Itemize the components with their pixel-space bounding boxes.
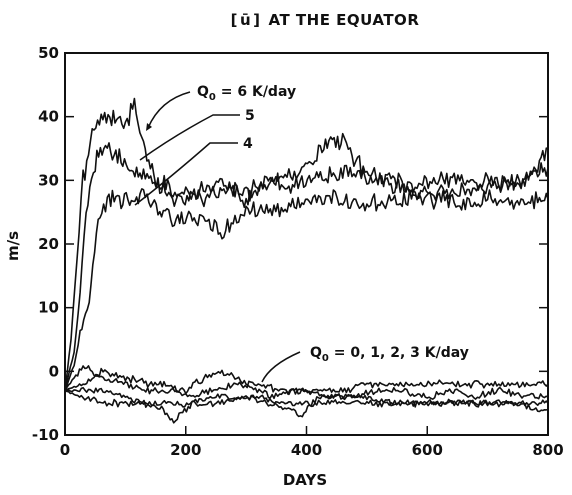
q6-sub: 0 [209,92,216,103]
series-line-q5 [64,142,549,390]
x-axis-title: DAYS [283,471,327,489]
y-tick-label: 30 [38,171,59,189]
series-line-q6 [64,97,549,390]
qlow-label: Q [310,345,322,361]
y-tick-label: 20 [38,235,59,253]
q6-text: = 6 K/day [216,84,296,100]
series-line-q3 [64,365,549,400]
title-bar-u: ū [240,11,251,29]
series-line-q2 [64,367,549,400]
plot-frame [64,52,549,436]
annotation-q6: Q0 = 6 K/day [197,84,296,103]
annotations: Q0 = 6 K/day 5 4 Q0 = 0, 1, 2, 3 K/day [134,84,469,383]
arrowhead-q6 [146,123,152,131]
y-tick-label: -10 [32,426,59,444]
leader-q6 [147,91,191,129]
y-tick-label: 40 [38,108,59,126]
x-tick-label: 200 [170,441,201,459]
x-tick-label: 600 [412,441,443,459]
y-tick-label: 10 [38,299,59,317]
y-axis-title: m/s [4,231,22,261]
y-tick-label: 0 [49,362,59,380]
x-axis: 0 200 400 600 800 [60,426,564,459]
annotation-q4: 4 [243,136,253,152]
x-tick-label: 800 [532,441,563,459]
leader-qlow [261,351,301,383]
series-line-q4 [64,188,549,391]
qlow-sub: 0 [322,353,329,364]
chart-title: [ū] AT THE EQUATOR [231,11,420,29]
annotation-q5: 5 [245,108,255,124]
title-bracket-open: [ [231,11,238,29]
leader-q5 [139,114,240,161]
title-text: AT THE EQUATOR [269,11,420,29]
annotation-qlow: Q0 = 0, 1, 2, 3 K/day [310,345,469,364]
series-line-q0 [64,389,549,413]
qlow-text: = 0, 1, 2, 3 K/day [329,345,469,361]
x-tick-label: 0 [60,441,70,459]
title-bracket-close: ] [253,11,260,29]
leader-q4 [134,142,238,206]
x-tick-label: 400 [291,441,322,459]
series-group [64,97,549,424]
q6-label: Q [197,84,209,100]
y-tick-label: 50 [38,44,59,62]
